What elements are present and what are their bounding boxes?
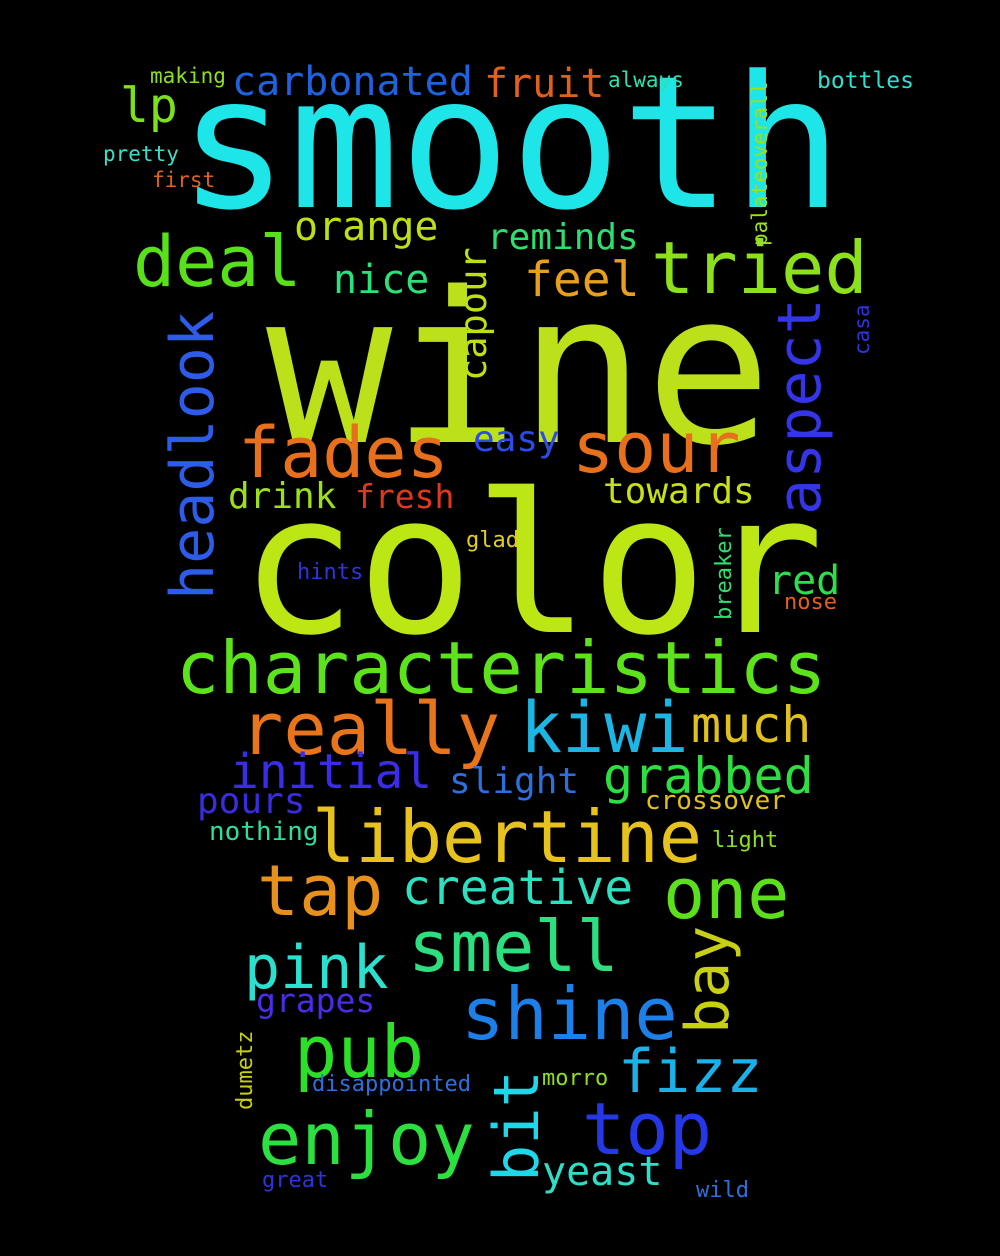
- word-really: really: [240, 687, 501, 771]
- word-disappointed: disappointed: [312, 1072, 471, 1097]
- word-feel: feel: [524, 252, 640, 308]
- word-wine: wine: [266, 247, 772, 492]
- word-crossover: crossover: [645, 786, 786, 816]
- word-red: red: [768, 558, 841, 604]
- word-capour: capour: [452, 247, 495, 381]
- word-creative: creative: [402, 860, 634, 916]
- word-slight: slight: [449, 761, 580, 802]
- word-towards: towards: [603, 471, 755, 512]
- word-nose: nose: [784, 590, 837, 615]
- word-fresh: fresh: [355, 477, 455, 516]
- word-glad: glad: [466, 528, 519, 553]
- word-fruit: fruit: [484, 61, 605, 107]
- word-initial: initial: [230, 744, 433, 800]
- word-fades: fades: [238, 412, 449, 494]
- word-always: always: [608, 68, 684, 92]
- word-headlook: headlook: [158, 311, 228, 600]
- word-shine: shine: [461, 972, 678, 1056]
- word-making: making: [150, 64, 226, 88]
- word-reminds: reminds: [487, 217, 639, 258]
- word-characteristics: characteristics: [176, 626, 827, 710]
- word-dumetz: dumetz: [233, 1030, 258, 1110]
- word-orange: orange: [294, 204, 439, 250]
- word-top: top: [582, 1087, 713, 1171]
- word-casa: casa: [850, 304, 874, 355]
- word-light: light: [712, 828, 779, 853]
- word-tried: tried: [651, 226, 868, 310]
- word-libertine: libertine: [312, 795, 703, 879]
- word-drink: drink: [228, 476, 337, 517]
- word-grabbed: grabbed: [603, 747, 814, 805]
- word-color: color: [240, 452, 824, 678]
- word-pretty: pretty: [103, 142, 179, 166]
- word-easy: easy: [473, 419, 560, 460]
- word-great: great: [262, 1168, 329, 1193]
- word-smooth: smooth: [178, 37, 843, 251]
- word-one: one: [663, 853, 790, 935]
- word-bottles: bottles: [817, 68, 914, 94]
- word-first: first: [152, 168, 216, 192]
- word-bit: bit: [480, 1070, 553, 1182]
- word-bay: bay: [673, 925, 743, 1034]
- word-tap: tap: [257, 850, 384, 932]
- word-yeast: yeast: [542, 1149, 663, 1195]
- word-fizz: fizz: [618, 1037, 763, 1107]
- word-pours: pours: [197, 781, 306, 822]
- word-deal: deal: [133, 221, 302, 303]
- word-palateoverall: palateoverall: [748, 81, 772, 246]
- word-nice: nice: [333, 257, 430, 303]
- word-morro: morro: [542, 1066, 609, 1091]
- word-pink: pink: [244, 933, 389, 1003]
- word-sour: sour: [572, 407, 741, 489]
- word-enjoy: enjoy: [258, 1097, 475, 1181]
- word-carbonated: carbonated: [232, 59, 473, 105]
- word-grapes: grapes: [256, 981, 376, 1020]
- word-wild: wild: [696, 1178, 749, 1203]
- word-nothing: nothing: [209, 817, 319, 847]
- word-hints: hints: [297, 560, 364, 585]
- word-much: much: [691, 696, 812, 754]
- word-lp: lp: [120, 78, 178, 134]
- word-breaker: breaker: [712, 527, 737, 620]
- word-aspect: aspect: [765, 298, 835, 515]
- word-pub: pub: [294, 1010, 425, 1094]
- word-kiwi: kiwi: [520, 687, 689, 769]
- word-smell: smell: [408, 906, 619, 988]
